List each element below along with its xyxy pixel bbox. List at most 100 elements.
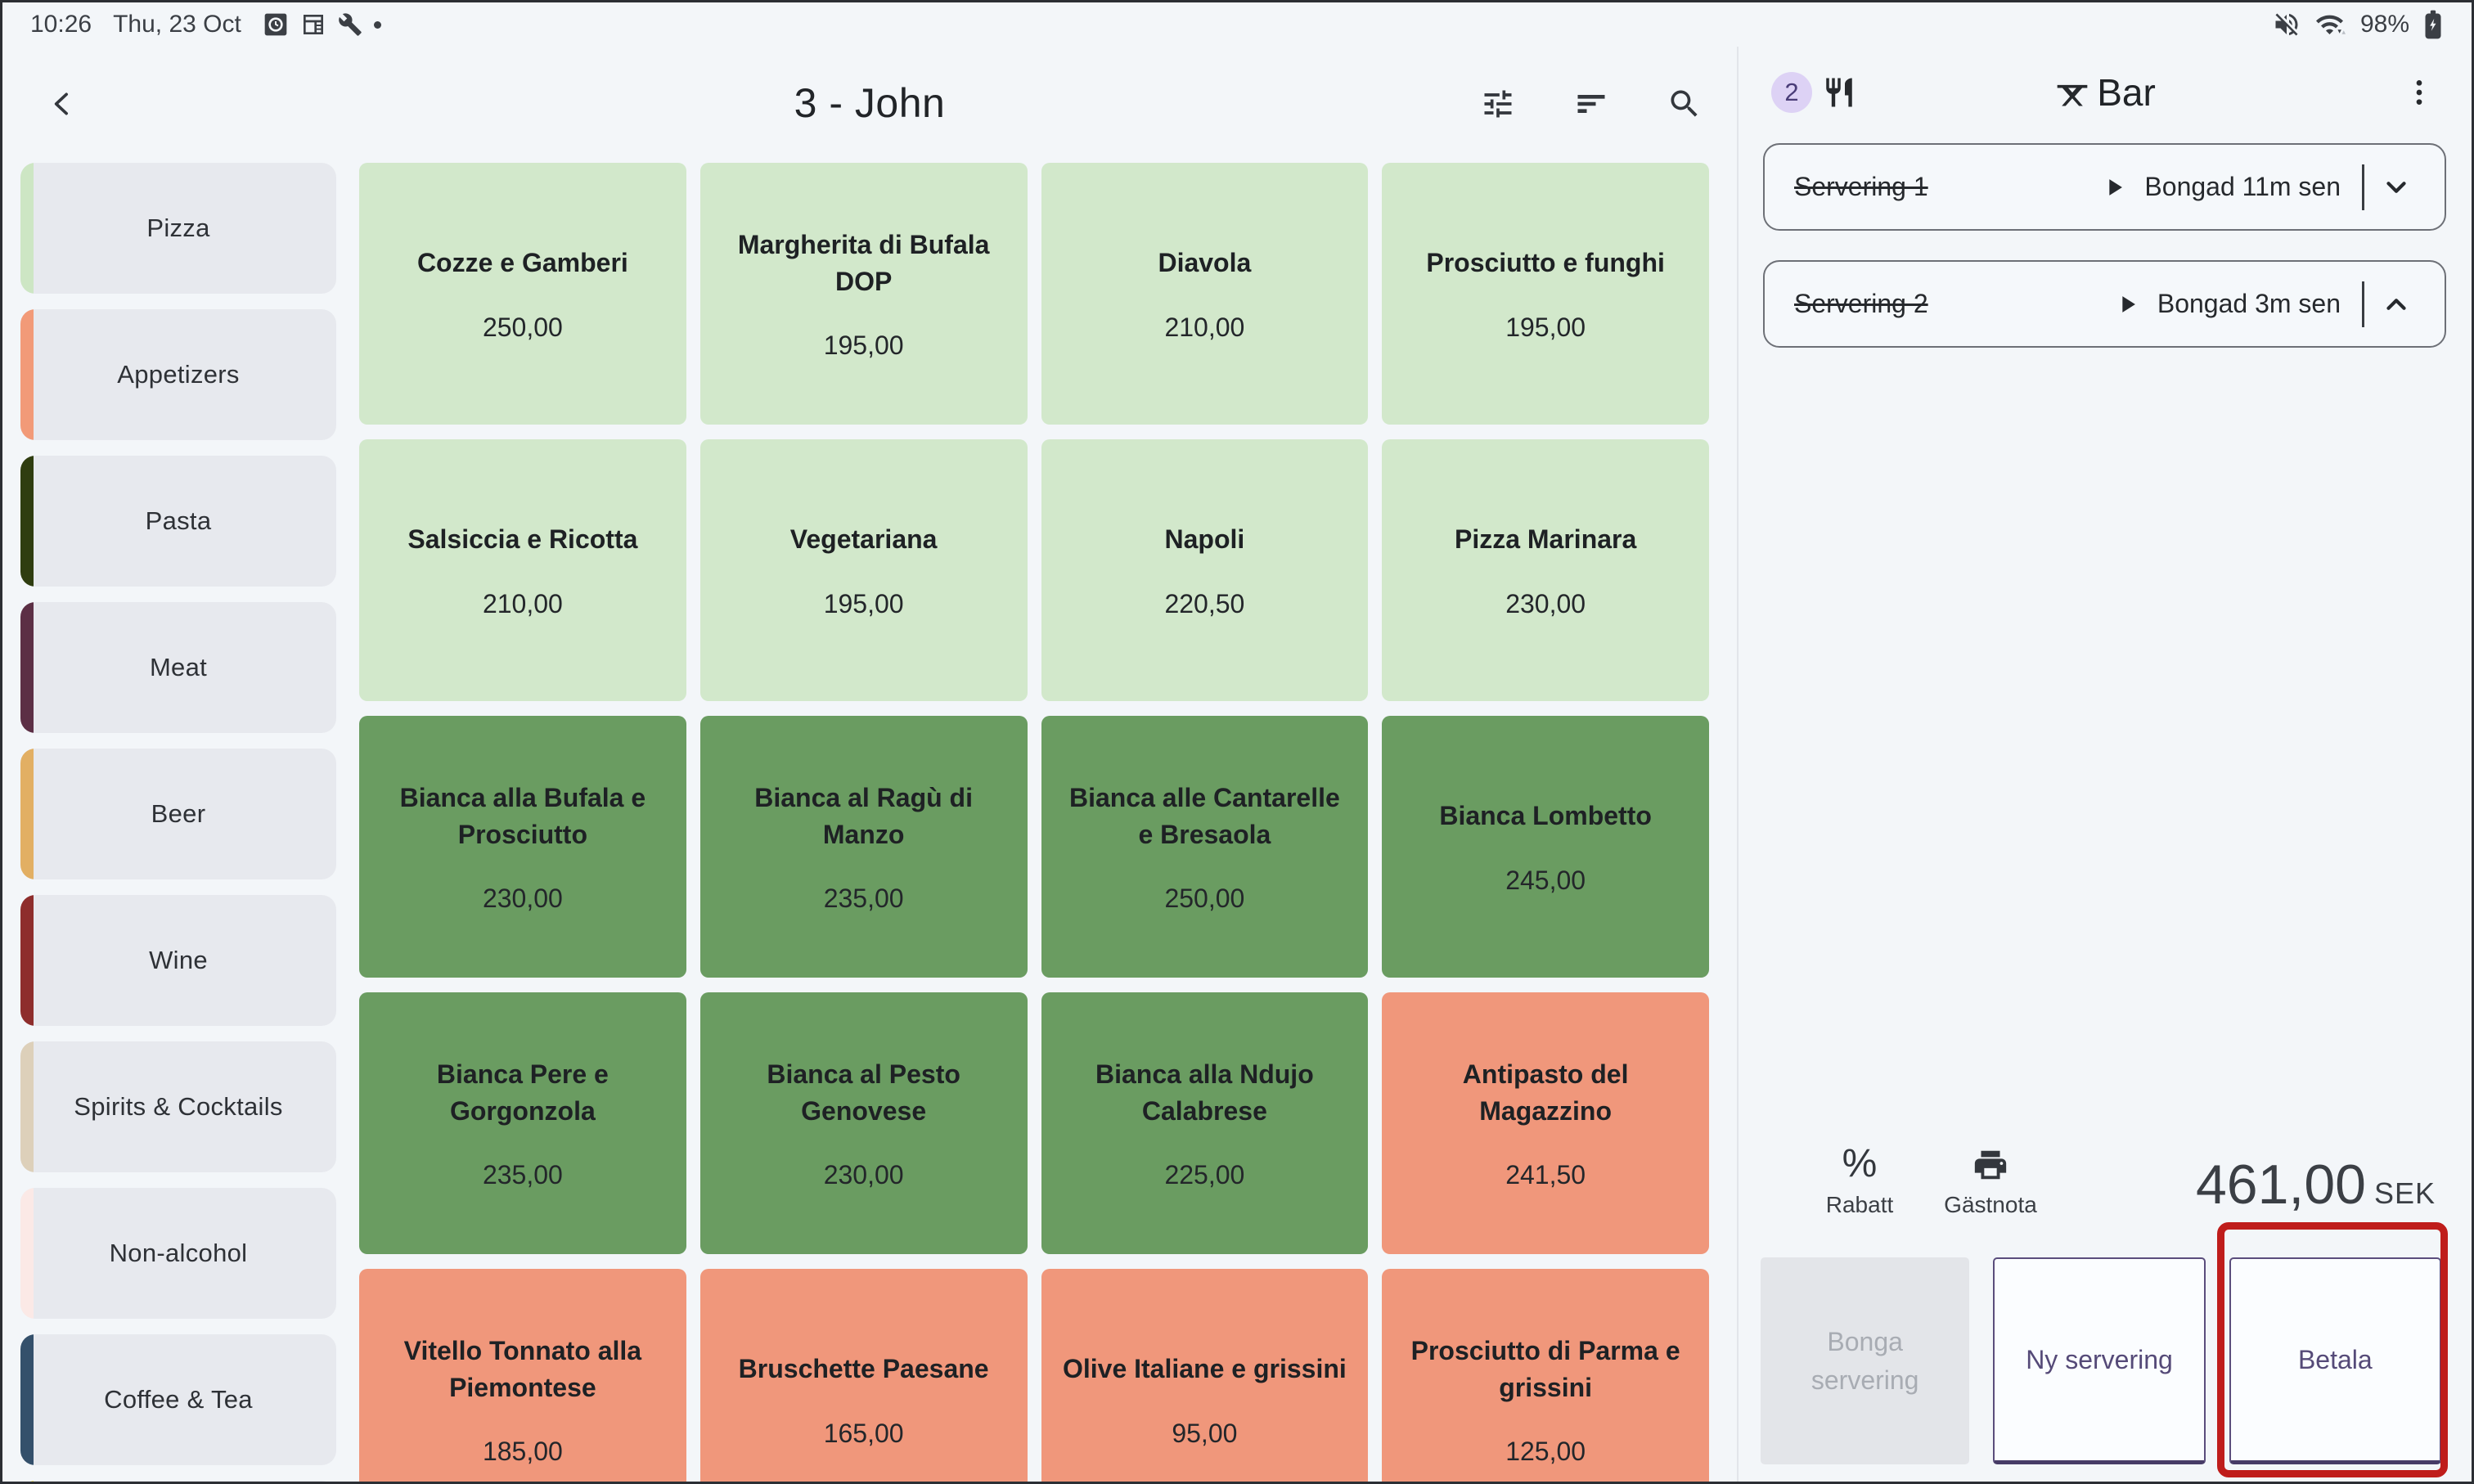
menu-item-card[interactable]: Antipasto del Magazzino 241,50 [1382,992,1709,1254]
servings-list: Servering 1 Bongad 11m sen Servering 2 Bong… [1739,138,2472,348]
menu-item-card[interactable]: Salsiccia e Ricotta 210,00 [359,439,686,701]
status-time: 10:26 [30,11,92,38]
menu-item-price: 245,00 [1505,865,1586,895]
filter-tune-button[interactable] [1478,84,1518,124]
menu-item-card[interactable]: Napoli 220,50 [1041,439,1369,701]
menu-item-card[interactable]: Vitello Tonnato alla Piemontese 185,00 [359,1269,686,1482]
guest-note-button[interactable]: Gästnota [1935,1131,2046,1218]
menu-item-card[interactable]: Pizza Marinara 230,00 [1382,439,1709,701]
menu-item-name: Diavola [1158,248,1252,278]
sidebar-category-appetizers[interactable]: Appetizers [20,309,336,440]
menu-item-name: Bianca al Pesto Genovese [767,1059,960,1126]
sidebar-category-partial[interactable] [20,1481,336,1482]
menu-item-card[interactable]: Olive Italiane e grissini 95,00 [1041,1269,1369,1482]
menu-item-card[interactable]: Cozze e Gamberi 250,00 [359,163,686,425]
menu-item-name: Bruschette Paesane [738,1354,989,1384]
menu-item-card[interactable]: Bianca Lombetto 245,00 [1382,716,1709,978]
guest-note-label: Gästnota [1944,1192,2037,1217]
category-accent [20,1188,34,1319]
menu-item-name: Vegetariana [789,524,938,555]
page-title: 3 - John [794,80,946,126]
search-icon [1671,90,1698,117]
menu-item-price: 125,00 [1505,1436,1586,1466]
menu-item-name: Vitello Tonnato alla Piemontese [403,1336,642,1402]
menu-item-price: 230,00 [1505,588,1586,618]
content-header: 3 - John [2,47,1737,163]
menu-item-name: Napoli [1164,524,1245,555]
serving-row[interactable]: Servering 2 Bongad 3m sen [1763,260,2446,348]
notification-dot-icon [373,20,381,29]
menu-item-card[interactable]: Bianca Pere e Gorgonzola 235,00 [359,992,686,1254]
sidebar-category-spirits-cocktails[interactable]: Spirits & Cocktails [20,1041,336,1172]
bong-status: Bongad 11m sen [2144,172,2341,201]
serving-row[interactable]: Servering 1 Bongad 11m sen [1763,143,2446,231]
search-button[interactable] [1665,84,1704,124]
menu-item-card[interactable]: Bianca al Pesto Genovese 230,00 [699,992,1028,1254]
category-label: Pasta [145,506,212,535]
category-accent [20,456,34,587]
category-accent [20,1041,34,1172]
status-bar: 10:26 Thu, 23 Oct 98% [2,2,2472,47]
chevron-down-icon[interactable] [2377,172,2415,203]
table-name: Bar [2097,71,2156,114]
menu-item-card[interactable]: Vegetariana 195,00 [699,439,1028,701]
category-accent [20,1481,34,1482]
back-button[interactable] [42,83,84,125]
menu-item-card[interactable]: Bianca al Ragù di Manzo 235,00 [699,716,1028,978]
menu-item-name: Prosciutto di Parma e grissini [1410,1336,1680,1402]
category-accent [20,602,34,733]
menu-item-price: 195,00 [823,330,904,360]
menu-item-price: 195,00 [1505,312,1586,342]
menu-item-card[interactable]: Prosciutto di Parma e grissini 125,00 [1382,1269,1709,1482]
wrench-icon [339,13,362,36]
more-options-button[interactable] [2400,73,2439,112]
bong-serving-button: Bonga servering [1761,1257,1970,1464]
menu-item-card[interactable]: Diavola 210,00 [1041,163,1369,425]
serving-divider [2362,281,2364,327]
sidebar-category-wine[interactable]: Wine [20,895,336,1026]
pay-button[interactable]: Betala [2229,1257,2441,1464]
sort-button[interactable] [1572,84,1611,124]
menu-item-card[interactable]: Bianca alla Bufala e Prosciutto 230,00 [359,716,686,978]
menu-item-card[interactable]: Bianca alla Ndujo Calabrese 225,00 [1041,992,1369,1254]
battery-percent: 98% [2359,11,2409,38]
restaurant-cutlery-icon [1826,78,1852,107]
menu-item-price: 95,00 [1172,1418,1238,1448]
total-amount: 461,00 [2195,1153,2366,1216]
menu-item-name: Pizza Marinara [1454,524,1637,555]
menu-item-card[interactable]: Prosciutto e funghi 195,00 [1382,163,1709,425]
chevron-up-icon[interactable] [2377,289,2415,320]
sidebar-category-meat[interactable]: Meat [20,602,336,733]
new-serving-button[interactable]: Ny servering [1993,1257,2206,1464]
menu-item-name: Bianca alle Cantarelle e Bresaola [1068,783,1340,849]
history-app-icon [264,13,287,36]
menu-item-price: 235,00 [482,1159,563,1189]
category-label: Appetizers [117,360,240,389]
sidebar-category-pasta[interactable]: Pasta [20,456,336,587]
discount-button[interactable]: % Rabatt [1814,1131,1905,1218]
volume-muted-icon [2275,13,2298,36]
menu-item-name: Salsiccia e Ricotta [407,524,638,555]
sidebar-category-non-alcohol[interactable]: Non-alcohol [20,1188,336,1319]
tune-icon [1484,90,1512,118]
kebab-menu-icon [2416,80,2422,105]
category-accent [20,1334,34,1465]
menu-item-name: Bianca Pere e Gorgonzola [436,1059,609,1126]
notes-app-icon [303,15,323,34]
category-label: Spirits & Cocktails [74,1092,283,1121]
menu-item-card[interactable]: Margherita di Bufala DOP 195,00 [699,163,1028,425]
sidebar-category-coffee-tea[interactable]: Coffee & Tea [20,1334,336,1465]
menu-item-price: 195,00 [823,588,904,618]
menu-item-name: Antipasto del Magazzino [1462,1059,1629,1126]
category-label: Wine [149,946,208,974]
menu-item-price: 250,00 [482,312,563,342]
menu-grid: Cozze e Gamberi 250,00 Margherita di Bufal… [359,163,1709,1482]
status-date: Thu, 23 Oct [113,11,241,38]
sidebar-category-beer[interactable]: Beer [20,749,336,879]
sidebar-category-pizza[interactable]: Pizza [20,163,336,294]
menu-item-card[interactable]: Bianca alle Cantarelle e Bresaola 250,00 [1041,716,1369,978]
menu-item-card[interactable]: Bruschette Paesane 165,00 [699,1269,1028,1482]
action-buttons: Bonga servering Ny servering Betala [1761,1257,2441,1464]
menu-item-name: Cozze e Gamberi [416,248,628,278]
menu-item-price: 250,00 [1164,883,1245,913]
